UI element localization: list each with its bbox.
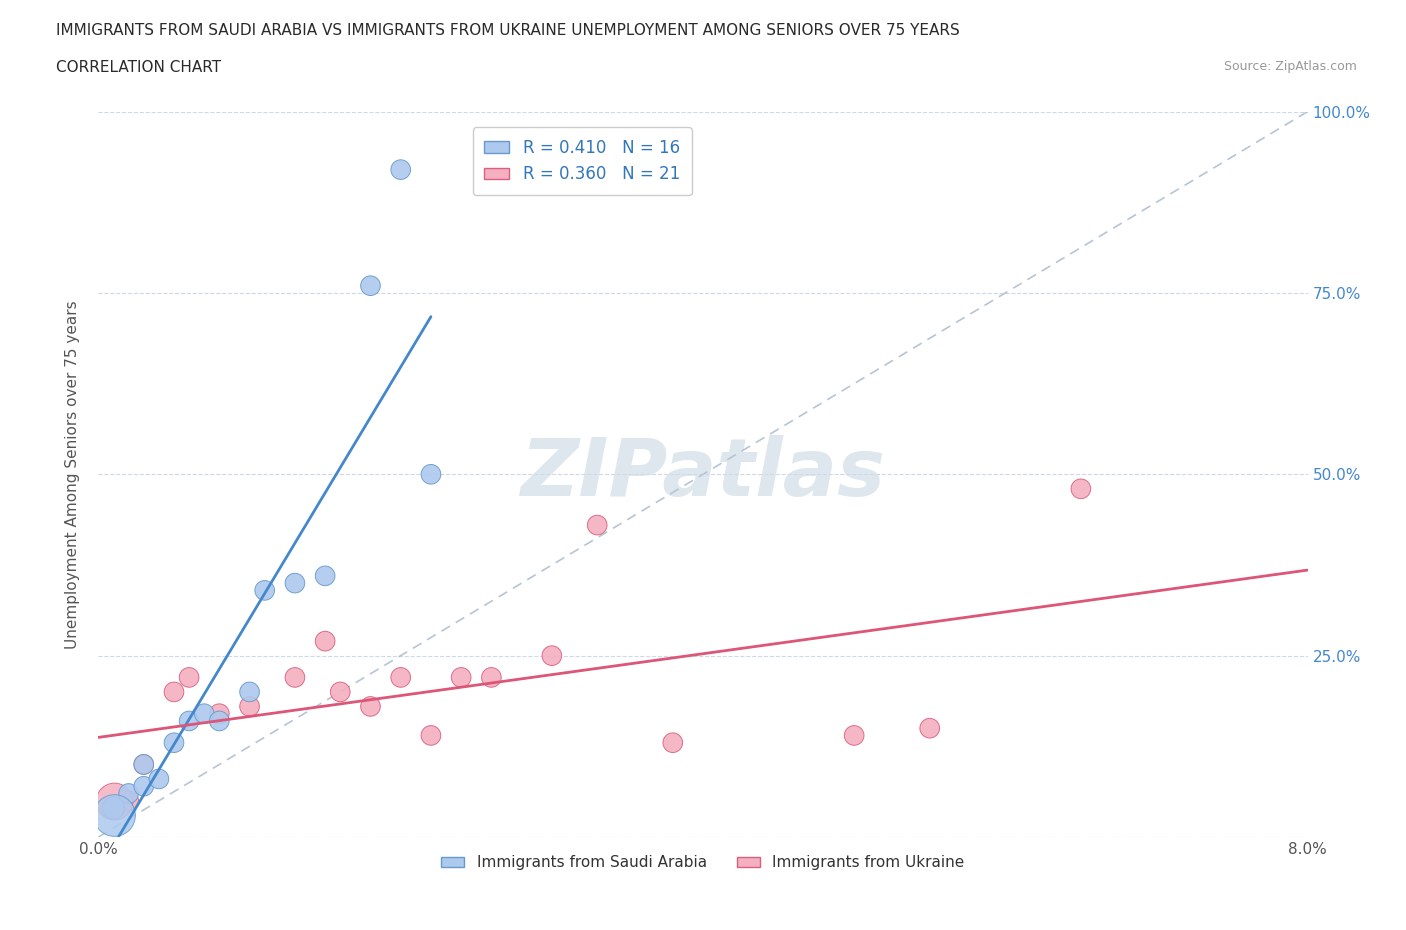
Point <box>103 793 125 808</box>
Point <box>420 467 443 482</box>
Point <box>163 684 186 699</box>
Point <box>132 757 155 772</box>
Point <box>193 706 215 721</box>
Point <box>239 699 262 714</box>
Point <box>1070 482 1092 497</box>
Point <box>132 778 155 793</box>
Point <box>586 518 609 533</box>
Point <box>284 576 307 591</box>
Point <box>844 728 866 743</box>
Point <box>389 162 412 177</box>
Point <box>208 713 231 728</box>
Point <box>918 721 941 736</box>
Point <box>314 633 336 648</box>
Text: CORRELATION CHART: CORRELATION CHART <box>56 60 221 75</box>
Point <box>360 278 382 293</box>
Point <box>103 801 125 816</box>
Point <box>389 670 412 684</box>
Text: ZIPatlas: ZIPatlas <box>520 435 886 513</box>
Point <box>118 786 141 801</box>
Point <box>329 684 352 699</box>
Point <box>163 736 186 751</box>
Point <box>284 670 307 684</box>
Point <box>179 670 201 684</box>
Point <box>314 568 336 583</box>
Point <box>360 699 382 714</box>
Point <box>103 801 125 816</box>
Point <box>540 648 562 663</box>
Point <box>253 583 276 598</box>
Point <box>481 670 503 684</box>
Point <box>148 772 170 787</box>
Point <box>118 793 141 808</box>
Point <box>208 706 231 721</box>
Text: IMMIGRANTS FROM SAUDI ARABIA VS IMMIGRANTS FROM UKRAINE UNEMPLOYMENT AMONG SENIO: IMMIGRANTS FROM SAUDI ARABIA VS IMMIGRAN… <box>56 23 960 38</box>
Legend: Immigrants from Saudi Arabia, Immigrants from Ukraine: Immigrants from Saudi Arabia, Immigrants… <box>436 849 970 876</box>
Point <box>420 728 443 743</box>
Point <box>132 757 155 772</box>
Y-axis label: Unemployment Among Seniors over 75 years: Unemployment Among Seniors over 75 years <box>65 300 80 648</box>
Point <box>179 713 201 728</box>
Point <box>450 670 472 684</box>
Text: Source: ZipAtlas.com: Source: ZipAtlas.com <box>1223 60 1357 73</box>
Point <box>239 684 262 699</box>
Point <box>661 736 683 751</box>
Point <box>103 808 125 823</box>
